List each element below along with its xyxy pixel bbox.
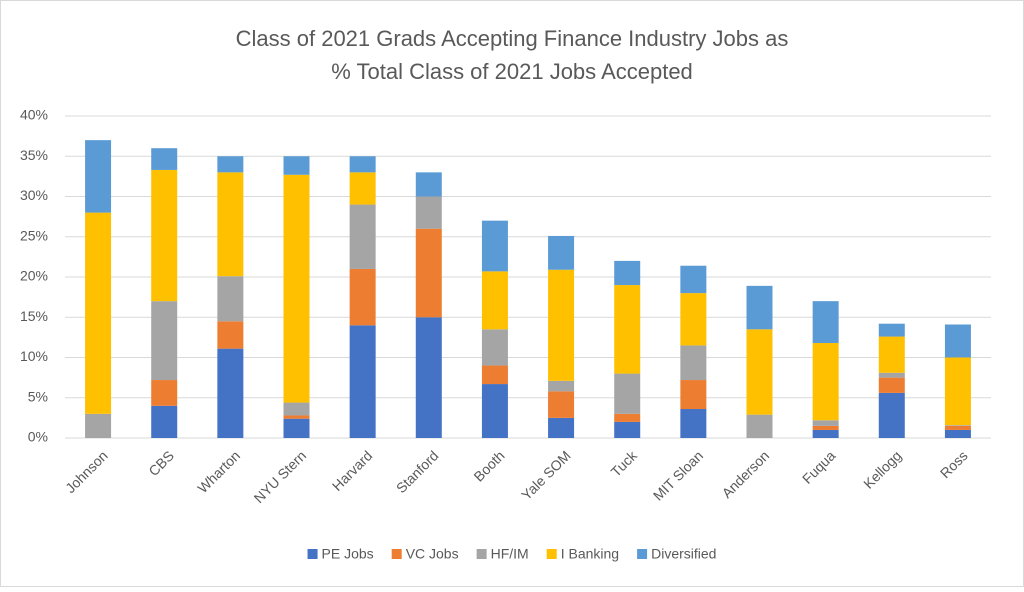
bar-segment	[283, 418, 310, 438]
bar-segment	[812, 425, 839, 430]
legend-swatch	[476, 549, 487, 559]
legend-swatch	[307, 549, 318, 559]
y-tick-label: 0%	[28, 429, 48, 445]
bar-segment	[548, 417, 575, 438]
y-tick-label: 10%	[20, 348, 48, 364]
bar-segment	[614, 285, 641, 374]
bar-segment	[944, 357, 971, 426]
bar-segment	[944, 425, 971, 430]
bar-segment	[944, 425, 971, 426]
bar-segment	[415, 317, 442, 438]
legend-label: VC Jobs	[406, 546, 459, 562]
y-tick-label: 20%	[20, 268, 48, 284]
bar-segment	[548, 235, 575, 270]
bar-segment	[548, 380, 575, 392]
bar-segment	[746, 329, 773, 415]
bar-segment	[151, 380, 178, 406]
legend-swatch	[546, 549, 557, 559]
bar-segment	[481, 329, 508, 366]
bar-segment	[812, 429, 839, 438]
legend-swatch	[391, 549, 402, 559]
bar-segment	[812, 343, 839, 421]
legend-swatch	[637, 549, 648, 559]
bar-segment	[614, 413, 641, 422]
bar-segment	[878, 377, 905, 393]
chart-title: % Total Class of 2021 Jobs Accepted	[331, 59, 693, 84]
bar-segment	[217, 156, 244, 173]
y-tick-label: 25%	[20, 227, 48, 243]
bar-segment	[812, 420, 839, 426]
bar-segment	[349, 268, 376, 326]
bar-segment	[217, 321, 244, 349]
legend-label: PE Jobs	[322, 546, 374, 562]
bar-segment	[217, 172, 244, 277]
bar-segment	[151, 148, 178, 170]
y-tick-label: 5%	[28, 388, 48, 404]
bar-segment	[878, 392, 905, 438]
bar-segment	[548, 391, 575, 418]
bar-segment	[680, 409, 707, 438]
bar-segment	[944, 324, 971, 358]
bar-segment	[878, 372, 905, 378]
y-tick-label: 30%	[20, 187, 48, 203]
bar-segment	[151, 169, 178, 302]
bar-segment	[481, 384, 508, 438]
bar-segment	[548, 269, 575, 381]
bar-segment	[614, 260, 641, 286]
bar-segment	[878, 323, 905, 337]
bar-segment	[415, 228, 442, 318]
bar-segment	[680, 293, 707, 346]
legend-label: Diversified	[651, 546, 716, 562]
bar-segment	[85, 140, 112, 213]
bar-segment	[151, 301, 178, 381]
bar-segment	[415, 172, 442, 197]
bar-segment	[283, 174, 310, 403]
y-tick-label: 40%	[20, 107, 48, 123]
bar-segment	[151, 405, 178, 438]
bar-segment	[283, 402, 310, 416]
bar-segment	[481, 271, 508, 330]
y-tick-label: 15%	[20, 308, 48, 324]
bar-segment	[217, 348, 244, 438]
legend-label: HF/IM	[491, 546, 529, 562]
bar-segment	[349, 325, 376, 438]
bar-segment	[349, 204, 376, 269]
bar-segment	[878, 336, 905, 373]
chart-title: Class of 2021 Grads Accepting Finance In…	[236, 26, 789, 51]
bar-segment	[614, 421, 641, 438]
bar-segment	[415, 196, 442, 229]
bar-segment	[349, 156, 376, 173]
bar-segment	[481, 220, 508, 272]
bar-segment	[217, 276, 244, 322]
bar-segment	[481, 365, 508, 385]
legend-label: I Banking	[561, 546, 619, 562]
bar-segment	[85, 212, 112, 414]
bar-segment	[680, 380, 707, 410]
bar-segment	[680, 265, 707, 294]
bar-segment	[944, 429, 971, 438]
bar-segment	[614, 373, 641, 414]
bar-segment	[746, 414, 773, 438]
bar-segment	[812, 301, 839, 344]
bar-segment	[283, 415, 310, 419]
bar-segment	[746, 285, 773, 330]
bar-segment	[283, 156, 310, 175]
bar-segment	[349, 172, 376, 205]
bar-segment	[680, 345, 707, 381]
y-tick-label: 35%	[20, 147, 48, 163]
bar-segment	[85, 413, 112, 438]
